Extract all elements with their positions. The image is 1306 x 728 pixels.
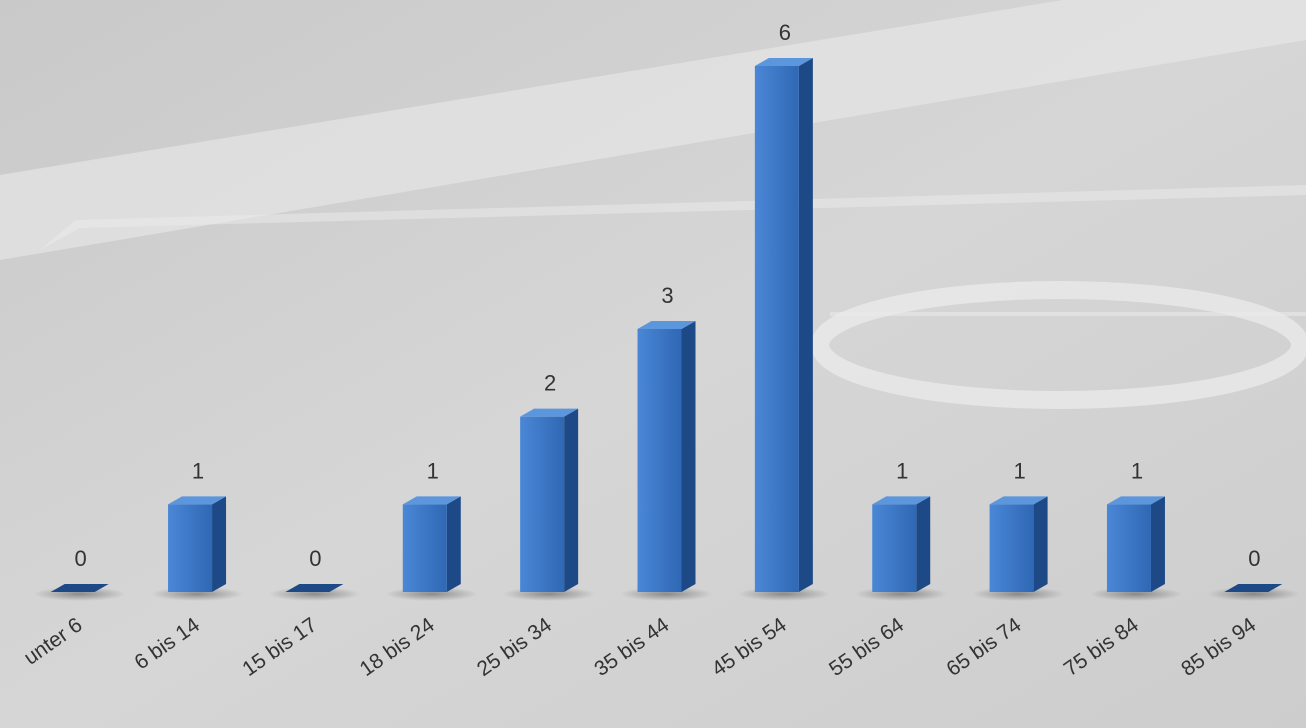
bar-group (503, 408, 596, 601)
bar (168, 504, 213, 592)
data-label: 2 (544, 371, 556, 396)
background-line (40, 185, 1306, 250)
data-label: 1 (192, 458, 204, 483)
bar-group (1089, 496, 1182, 601)
bar-group (268, 584, 361, 601)
bar (754, 66, 799, 592)
data-label: 1 (896, 458, 908, 483)
background-ring (811, 281, 1306, 409)
bar-group (737, 58, 830, 601)
bar-group (620, 321, 713, 601)
bar-group (1207, 584, 1300, 601)
bar-group (151, 496, 244, 601)
bar-side (212, 496, 227, 592)
bar-top (520, 408, 579, 417)
bar-zero-plate (50, 584, 109, 592)
data-label: 1 (1013, 458, 1025, 483)
bar-group (33, 584, 126, 601)
background-band (830, 312, 1306, 316)
data-label: 6 (779, 20, 791, 45)
data-label: 0 (1248, 546, 1260, 571)
bar-group (972, 496, 1065, 601)
background-stripe (0, 0, 1306, 260)
bar (520, 416, 565, 592)
bar-side (681, 321, 696, 592)
bar-top (168, 496, 227, 505)
bars-layer (33, 58, 1300, 601)
bar-top (637, 321, 696, 329)
bar-zero-plate (1224, 584, 1283, 592)
bar-zero-plate (285, 584, 344, 592)
bar-side (446, 496, 461, 592)
bar-side (1150, 496, 1165, 592)
bar (637, 329, 682, 592)
bar (402, 504, 447, 592)
bar-group (855, 496, 948, 601)
bar-top (989, 496, 1048, 505)
bar-top (872, 496, 931, 505)
bar (989, 504, 1034, 592)
data-label: 1 (1131, 458, 1143, 483)
bar (872, 504, 917, 592)
bar-top (402, 496, 461, 505)
bar-side (798, 58, 813, 592)
data-label: 0 (309, 546, 321, 571)
bar-side (1033, 496, 1048, 592)
bar-top (754, 58, 813, 66)
data-label: 0 (75, 546, 87, 571)
bar-group (385, 496, 478, 601)
data-label: 1 (427, 458, 439, 483)
bar-side (564, 408, 579, 592)
bar (1106, 504, 1151, 592)
bar-side (916, 496, 931, 592)
bar-top (1106, 496, 1165, 505)
data-label: 3 (661, 283, 673, 308)
